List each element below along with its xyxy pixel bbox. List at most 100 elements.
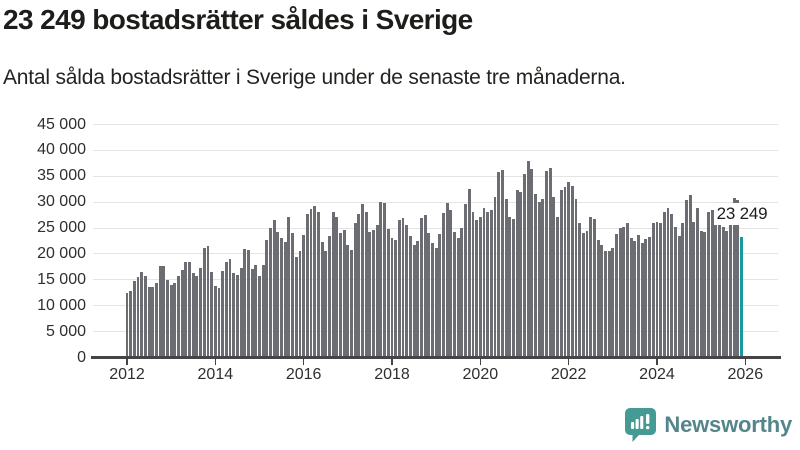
bar [224, 262, 228, 357]
bar [431, 243, 434, 357]
x-axis-tick [126, 358, 128, 365]
bar [633, 240, 637, 357]
bar [589, 216, 593, 357]
bar [445, 202, 449, 357]
bar [339, 233, 342, 357]
bar [258, 276, 261, 357]
bar [132, 280, 136, 357]
bar [486, 212, 490, 357]
bar [570, 185, 574, 357]
bar [269, 228, 272, 357]
bar [221, 270, 225, 357]
bar [729, 222, 733, 357]
bar [305, 213, 309, 357]
bar [327, 236, 331, 357]
x-axis-tick [302, 358, 305, 365]
bar [412, 245, 416, 357]
bar [640, 243, 644, 357]
bar [604, 251, 607, 357]
x-axis-tick-label: 2022 [550, 366, 587, 383]
bar [618, 228, 622, 357]
bar [489, 210, 493, 357]
bar [688, 195, 692, 357]
newsworthy-logo-text: Newsworthy [664, 412, 792, 437]
bar [629, 238, 633, 357]
bar [243, 248, 247, 357]
bar [254, 264, 258, 357]
bar [442, 213, 445, 357]
bar [578, 222, 582, 357]
chart-subtitle: Antal sålda bostadsrätter i Sverige unde… [3, 66, 626, 89]
bar [710, 209, 714, 357]
bar [195, 275, 199, 357]
bar [526, 160, 530, 357]
bar [408, 236, 412, 357]
bar [552, 197, 556, 357]
bar [191, 272, 195, 357]
bar [692, 222, 696, 357]
bar [611, 248, 615, 357]
bar [202, 248, 206, 357]
bar [228, 258, 232, 357]
bar [732, 197, 736, 357]
x-axis-tick-label: 2016 [285, 366, 322, 383]
y-axis-tick-label: 15 000 [37, 270, 86, 288]
bar [232, 272, 236, 357]
bar [169, 284, 173, 357]
newsworthy-logo[interactable]: Newsworthy [624, 407, 792, 443]
y-axis-tick-label: 40 000 [37, 141, 86, 159]
bar [559, 190, 563, 357]
bar [265, 239, 269, 357]
x-axis-tick-label: 2012 [109, 366, 145, 383]
bar [626, 222, 629, 357]
bar [534, 193, 537, 357]
bar [581, 233, 585, 357]
bar [673, 226, 677, 357]
bar [449, 210, 453, 357]
gridline [93, 227, 778, 229]
bar [467, 189, 471, 357]
bar [541, 198, 545, 357]
bar [287, 217, 291, 357]
gridline [93, 124, 778, 125]
bar [523, 173, 526, 357]
bar [615, 233, 618, 357]
bar [637, 234, 641, 357]
bar [206, 246, 210, 357]
y-axis-tick-label: 30 000 [37, 193, 86, 211]
bar [670, 213, 674, 357]
y-axis-tick-label: 45 000 [37, 115, 86, 133]
bar [508, 216, 512, 357]
bar [537, 202, 541, 357]
bar [147, 286, 151, 357]
bar [707, 212, 710, 357]
bar [563, 187, 567, 357]
bar [210, 271, 214, 357]
bar [350, 249, 353, 357]
bar [386, 229, 390, 357]
newsworthy-speech-bubble-chart-icon [624, 407, 657, 443]
bar [478, 217, 482, 357]
bar [250, 268, 254, 357]
bar [574, 198, 578, 357]
bar [427, 232, 431, 357]
bar [331, 212, 335, 357]
bar [143, 275, 147, 357]
bar [217, 288, 221, 357]
last-value-annotation: 23 249 [713, 202, 771, 225]
bar [342, 230, 346, 357]
bar [125, 292, 129, 357]
bar [681, 222, 685, 357]
bar [151, 287, 155, 357]
plot-area [93, 124, 778, 357]
bar [475, 220, 479, 357]
bar [383, 203, 387, 357]
x-axis-tick-label: 2018 [374, 366, 410, 383]
bar [276, 231, 280, 357]
bar [180, 269, 184, 357]
highlighted-bar [740, 236, 744, 357]
y-axis-tick-label: 25 000 [37, 219, 86, 237]
bar [375, 224, 379, 357]
bar [361, 204, 364, 357]
bar [298, 251, 302, 357]
